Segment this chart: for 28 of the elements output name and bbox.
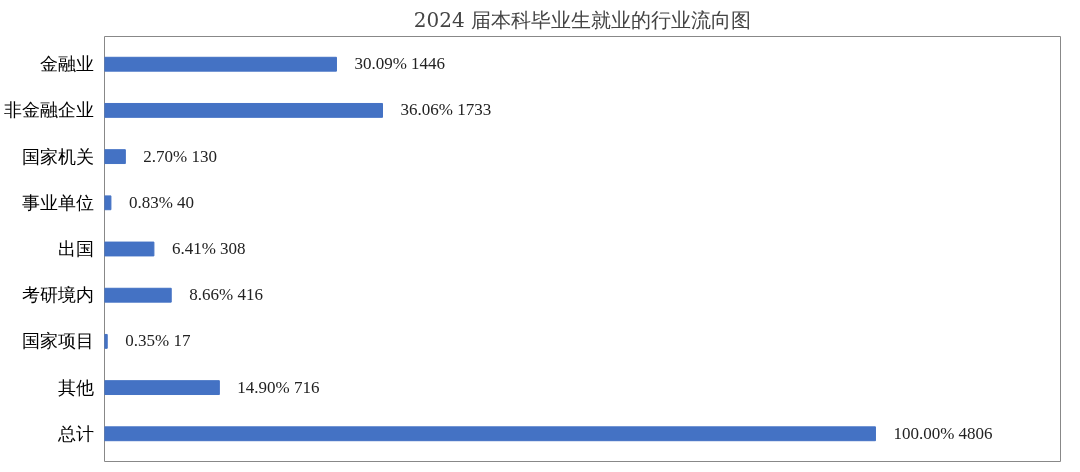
data-label: 100.00% 4806 <box>893 423 993 443</box>
data-label: 30.09% 1446 <box>354 54 446 74</box>
bar <box>104 241 155 257</box>
bar <box>104 380 220 396</box>
data-label: 6.41% 308 <box>171 239 246 258</box>
data-label: 36.06% 1733 <box>400 100 492 120</box>
data-label: 8.66% 416 <box>189 285 263 305</box>
y-tick-label: 总计 <box>56 423 94 444</box>
data-label: 2.70% 130 <box>143 146 218 166</box>
y-tick-label: 其他 <box>57 377 94 398</box>
bar <box>104 333 108 349</box>
bar <box>104 102 383 118</box>
y-tick-label: 事业单位 <box>21 192 94 213</box>
y-tick-label: 金融业 <box>39 54 94 75</box>
bar <box>104 195 112 211</box>
chart-title: 2024 届本科毕业生就业的行业流向图 <box>413 7 752 32</box>
data-label: 14.90% 716 <box>237 377 320 397</box>
y-tick-label: 考研境内 <box>21 285 94 306</box>
y-tick-label: 非金融企业 <box>3 100 94 121</box>
bar <box>104 149 126 165</box>
bar <box>104 426 876 442</box>
data-label: 0.83% 40 <box>128 192 195 212</box>
bar <box>104 287 172 303</box>
data-label: 0.35% 17 <box>125 331 191 351</box>
y-tick-label: 国家机关 <box>21 146 94 167</box>
y-tick-label: 国家项目 <box>21 331 94 352</box>
bar <box>104 56 337 72</box>
y-tick-label: 出国 <box>57 239 94 259</box>
